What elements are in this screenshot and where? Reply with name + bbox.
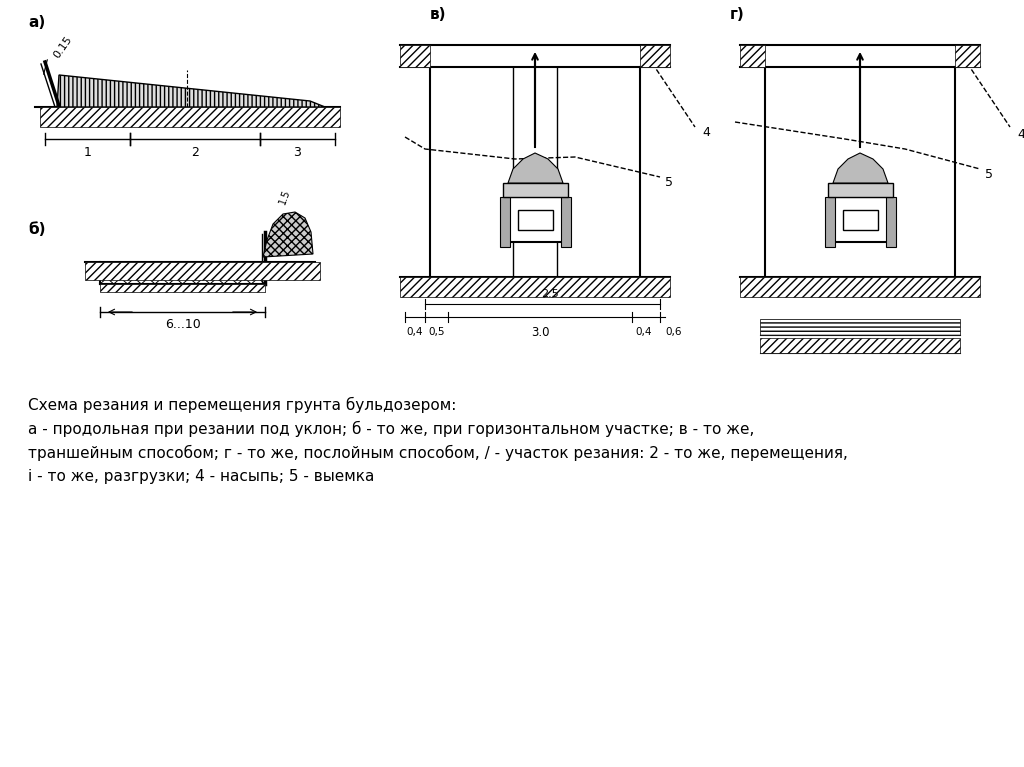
Polygon shape <box>508 153 563 183</box>
Text: 2: 2 <box>191 146 199 159</box>
Bar <box>955 45 980 67</box>
Bar <box>85 262 319 280</box>
Text: 4: 4 <box>702 127 710 140</box>
Bar <box>640 45 670 67</box>
Bar <box>825 197 835 247</box>
Bar <box>400 45 430 67</box>
Text: 0,4: 0,4 <box>407 327 423 337</box>
Text: 4: 4 <box>1017 127 1024 140</box>
Bar <box>828 183 893 197</box>
Text: г): г) <box>730 7 744 22</box>
Text: б): б) <box>28 222 45 237</box>
Polygon shape <box>833 153 888 183</box>
Text: 5: 5 <box>985 167 993 180</box>
Bar <box>40 107 340 127</box>
Text: а - продольная при резании под уклон; б - то же, при горизонтальном участке; в -: а - продольная при резании под уклон; б … <box>28 421 755 437</box>
Bar <box>561 197 571 247</box>
Text: траншейным способом; г - то же, послойным способом, / - участок резания: 2 - то : траншейным способом; г - то же, послойны… <box>28 445 848 461</box>
Text: 3: 3 <box>294 146 301 159</box>
Bar <box>886 197 896 247</box>
Bar <box>740 45 765 67</box>
Text: 0,5: 0,5 <box>428 327 444 337</box>
Bar <box>740 277 980 297</box>
Bar <box>500 197 510 247</box>
Bar <box>400 277 670 297</box>
Text: 6...10: 6...10 <box>165 318 201 331</box>
Text: 2.5: 2.5 <box>542 289 559 299</box>
Bar <box>100 284 265 292</box>
Text: 1.5: 1.5 <box>278 188 292 206</box>
Bar <box>843 210 878 230</box>
Text: i - то же, разгрузки; 4 - насыпь; 5 - выемка: i - то же, разгрузки; 4 - насыпь; 5 - вы… <box>28 469 375 484</box>
Bar <box>833 197 888 242</box>
Text: Схема резания и перемещения грунта бульдозером:: Схема резания и перемещения грунта бульд… <box>28 397 457 413</box>
Text: 0,6: 0,6 <box>665 327 682 337</box>
Text: 3.0: 3.0 <box>530 325 549 338</box>
Bar <box>518 210 553 230</box>
Text: 5: 5 <box>665 176 673 189</box>
Text: 0,4: 0,4 <box>636 327 652 337</box>
Text: в): в) <box>430 7 446 22</box>
Text: 0.15: 0.15 <box>52 34 74 60</box>
Bar <box>760 319 961 335</box>
Polygon shape <box>263 212 313 257</box>
Text: 1: 1 <box>84 146 91 159</box>
Polygon shape <box>57 75 325 107</box>
Bar <box>503 183 568 197</box>
Text: а): а) <box>28 15 45 30</box>
Bar <box>508 197 563 242</box>
Bar <box>760 338 961 353</box>
